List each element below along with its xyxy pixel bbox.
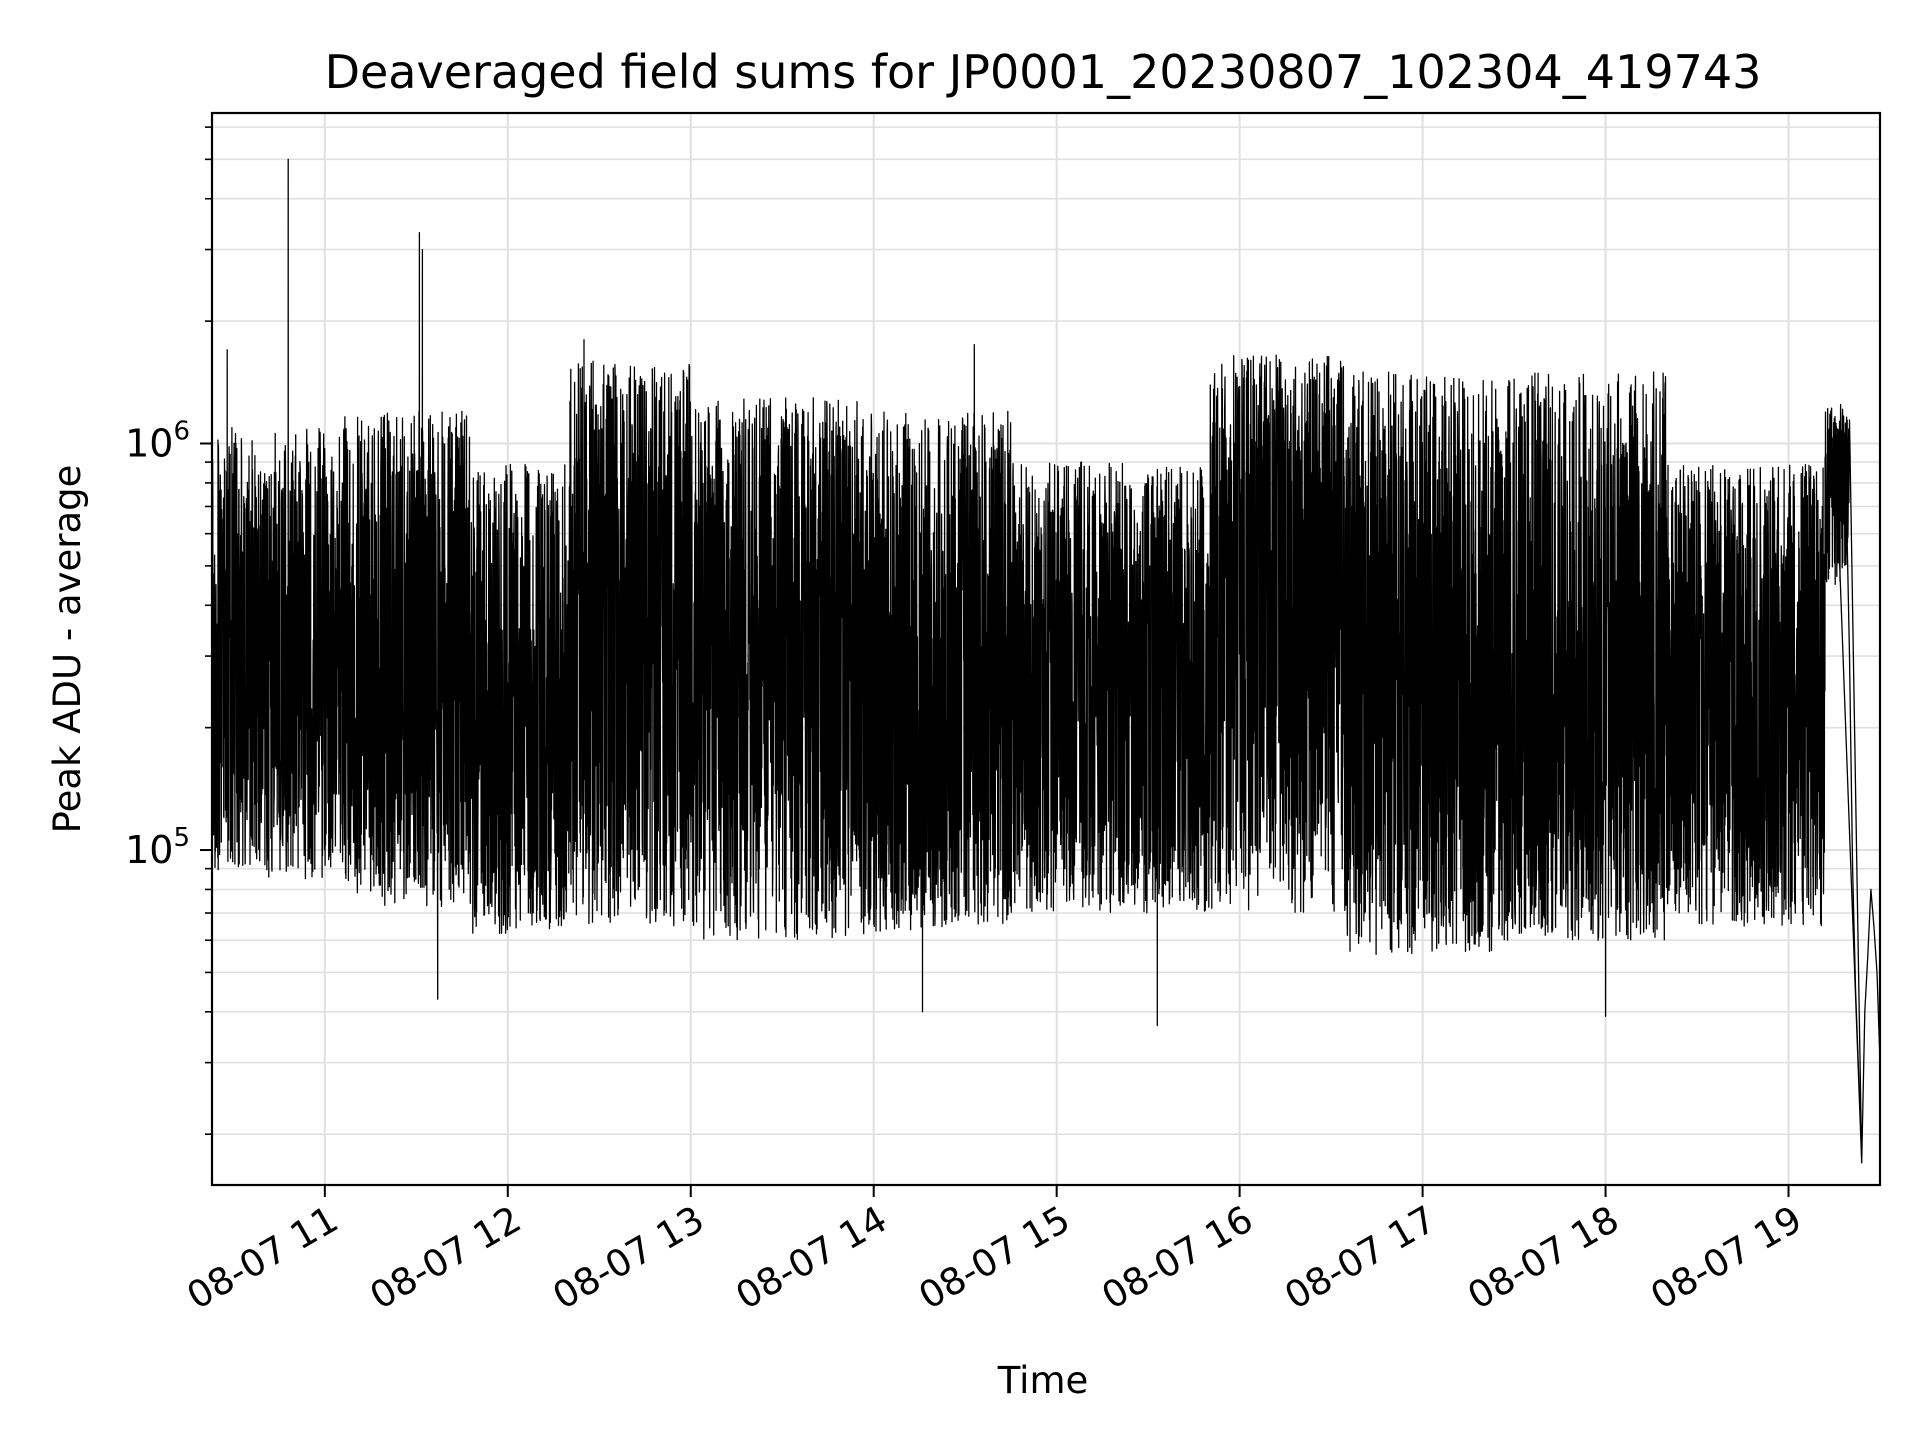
x-axis: 08-07 11 08-07 12 08-07 13 08-07 14 08-07 15… — [180, 1185, 1809, 1318]
y-axis-label: Peak ADU - average — [46, 465, 89, 834]
y-tick-label: 106 — [125, 416, 190, 465]
y-axis: 105 106 — [125, 126, 212, 1136]
x-tick-label: 08-07 17 — [1278, 1198, 1444, 1318]
y-tick-label: 105 — [125, 823, 190, 872]
x-tick-label: 08-07 15 — [912, 1198, 1078, 1318]
x-tick-label: 08-07 13 — [546, 1198, 712, 1318]
series-trace — [211, 158, 1881, 1164]
x-tick-label: 08-07 18 — [1460, 1198, 1626, 1318]
x-tick-label: 08-07 12 — [363, 1198, 529, 1318]
x-tick-label: 08-07 16 — [1095, 1198, 1261, 1318]
plot-frame — [210, 111, 1882, 1187]
x-tick-label: 08-07 14 — [729, 1198, 895, 1318]
x-tick-label: 08-07 19 — [1643, 1198, 1809, 1318]
x-tick-label: 08-07 11 — [180, 1198, 346, 1318]
series-line — [211, 158, 1881, 1164]
x-axis-label: Time — [997, 1359, 1089, 1402]
chart-title: Deaveraged field sums for JP0001_2023080… — [325, 45, 1762, 99]
